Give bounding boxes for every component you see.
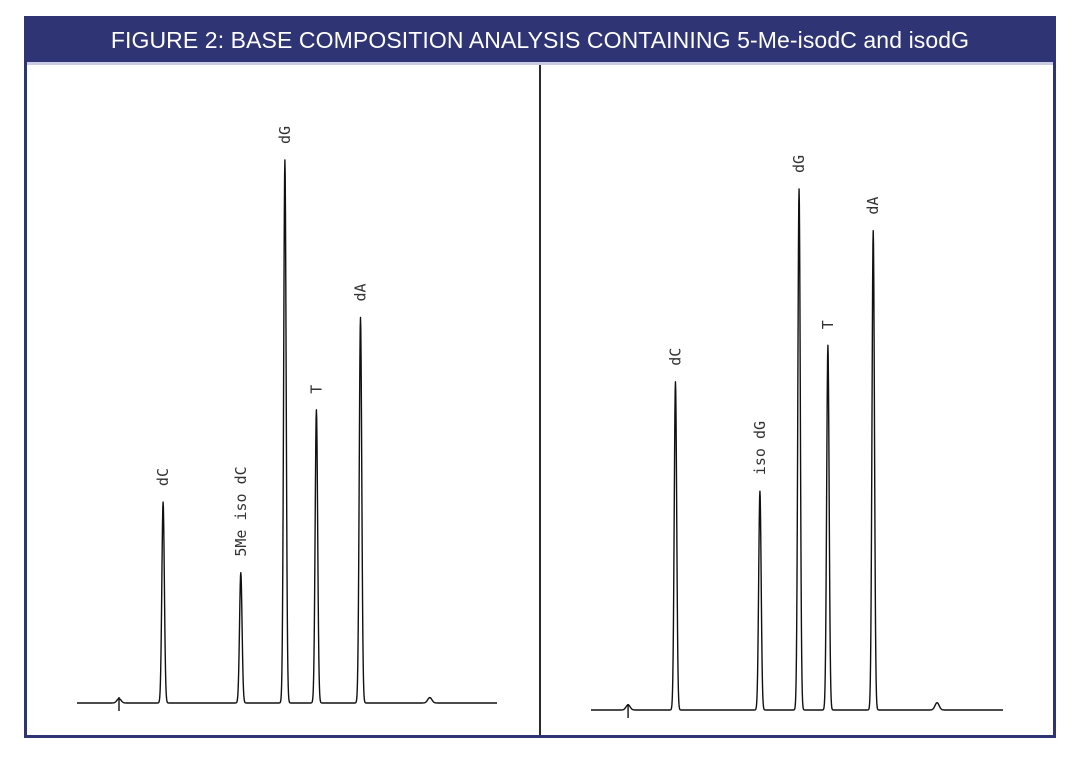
peak-label-t: T xyxy=(819,320,837,329)
panel-divider xyxy=(539,65,541,735)
peak-label-dg: dG xyxy=(790,155,808,173)
figure-title: FIGURE 2: BASE COMPOSITION ANALYSIS CONT… xyxy=(110,27,970,53)
figure-title-bar: FIGURE 2: BASE COMPOSITION ANALYSIS CONT… xyxy=(27,19,1053,65)
peak-label-da: dA xyxy=(864,197,882,215)
chromatogram-left: dC 5Me iso dC dG TdA xyxy=(76,126,498,711)
peak-label-dc: dC xyxy=(666,348,684,366)
peak-label-dg: dG xyxy=(276,126,294,144)
figure-frame: FIGURE 2: BASE COMPOSITION ANALYSIS CONT… xyxy=(24,16,1056,738)
peak-label-iso-dg: iso dG xyxy=(751,421,769,475)
chromatogram-trace xyxy=(76,159,498,704)
peak-label-t: T xyxy=(307,385,325,394)
peak-label-da: dA xyxy=(352,283,370,301)
peak-label-dc: dC xyxy=(154,468,172,486)
chromatogram-trace xyxy=(590,188,1004,711)
peak-label-5me-iso-dc: 5Me iso dC xyxy=(232,466,250,556)
chromatogram-right: dC iso dG dG TdA xyxy=(590,155,1004,718)
